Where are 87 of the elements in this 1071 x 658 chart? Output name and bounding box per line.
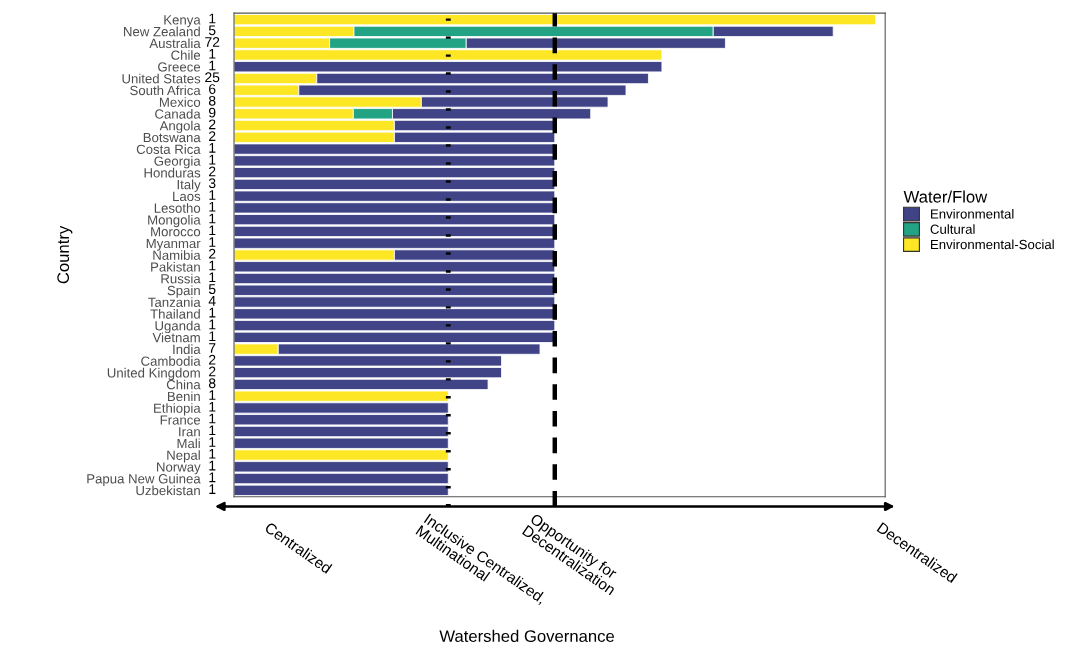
y-tick-label: Thailand (150, 309, 200, 319)
text: 8 (208, 95, 216, 106)
text: Watershed Governance (439, 629, 614, 643)
y-tick-label: Myanmar (146, 238, 201, 251)
y-tick-label: France (160, 415, 201, 425)
text: 1 (209, 260, 216, 271)
y-tick-label: New Zealand (124, 26, 200, 37)
text: 2 (209, 166, 216, 177)
text: 1 (209, 201, 216, 212)
y-axis-title: Country (57, 225, 73, 284)
text: 1 (209, 460, 216, 471)
y-tick-label: Mongolia (148, 214, 201, 228)
text: 2 (209, 131, 216, 141)
y-tick-label: India (173, 344, 201, 355)
text: 5 (208, 25, 216, 36)
text: 1 (209, 154, 216, 165)
y-tick-label: Lesotho (154, 203, 201, 213)
text: 1 (209, 425, 216, 436)
y-tick-label: Mexico (159, 97, 201, 107)
text: 6 (209, 84, 216, 94)
text: 1 (209, 48, 216, 59)
y-tick-label: Iran (179, 427, 200, 437)
y-tick-label: Vietnam (152, 332, 200, 343)
y-tick-label: Honduras (144, 167, 201, 178)
legend-label: Cultural (930, 224, 975, 234)
text: 8 (208, 378, 216, 389)
text: 1 (209, 484, 216, 494)
y-tick-label: Pakistan (151, 261, 200, 272)
text: 2 (209, 366, 216, 377)
y-tick-label: Australia (149, 38, 201, 49)
text: 1 (209, 401, 216, 412)
y-tick-label: Uzbekistan (136, 485, 200, 496)
y-tick-label: Uganda (155, 320, 201, 334)
y-tick-label: Italy (177, 179, 201, 192)
y-tick-label: Namibia (153, 250, 201, 260)
y-tick-label: Russia (161, 273, 201, 284)
text: 2 (209, 354, 216, 365)
y-tick-label: Norway (157, 462, 201, 475)
text: 1 (209, 437, 216, 447)
text: 1 (209, 237, 216, 247)
text: 1 (209, 413, 216, 424)
y-tick-label: Kenya (164, 15, 201, 28)
legend-label: Environmental-Social (931, 239, 1054, 250)
y-tick-label: Costa Rica (136, 144, 201, 154)
text: 1 (209, 190, 216, 200)
y-tick-label: Nepal (167, 450, 200, 463)
y-tick-label: Laos (173, 191, 201, 202)
y-tick-label: Benin (168, 391, 200, 402)
y-tick-label: South Africa (130, 85, 201, 96)
y-tick-label: Mali (177, 438, 200, 449)
text: 1 (209, 449, 216, 459)
text: 1 (209, 331, 216, 341)
y-tick-label: Chile (171, 50, 201, 60)
text: 5 (208, 284, 216, 294)
text: 2 (209, 248, 216, 259)
y-tick-label: Georgia (154, 156, 201, 169)
y-tick-label: Tanzania (148, 297, 201, 307)
text: 7 (209, 343, 216, 353)
y-tick-label: Greece (158, 62, 201, 72)
text: 1 (209, 13, 216, 24)
text: 1 (209, 472, 216, 483)
y-tick-label: Ethiopia (154, 403, 201, 416)
y-tick-label: United Kingdom (107, 367, 200, 381)
y-tick-label: United States (122, 73, 201, 84)
text: 1 (209, 390, 216, 400)
text: 1 (209, 143, 216, 153)
y-tick-label: Angola (159, 120, 201, 134)
text: 4 (208, 296, 216, 306)
text: 1 (209, 319, 216, 330)
text: 1 (209, 60, 216, 71)
text: 1 (209, 272, 216, 283)
text: 1 (209, 213, 216, 224)
text: 25 (205, 72, 220, 83)
legend-title: Water/Flow (903, 190, 988, 203)
y-tick-label: Cambodia (141, 356, 201, 366)
y-tick-label: China (166, 379, 201, 390)
text: 9 (208, 107, 216, 118)
y-tick-label: Spain (167, 285, 200, 298)
text: 72 (205, 37, 220, 47)
y-tick-label: Morocco (151, 227, 201, 237)
text: 1 (209, 225, 216, 236)
text: 2 (209, 119, 216, 130)
y-tick-label: Botswana (143, 133, 201, 143)
legend-label: Environmental (931, 208, 1014, 219)
y-tick-label: Canada (155, 108, 201, 119)
text: 3 (208, 178, 216, 189)
text: 1 (209, 307, 216, 318)
